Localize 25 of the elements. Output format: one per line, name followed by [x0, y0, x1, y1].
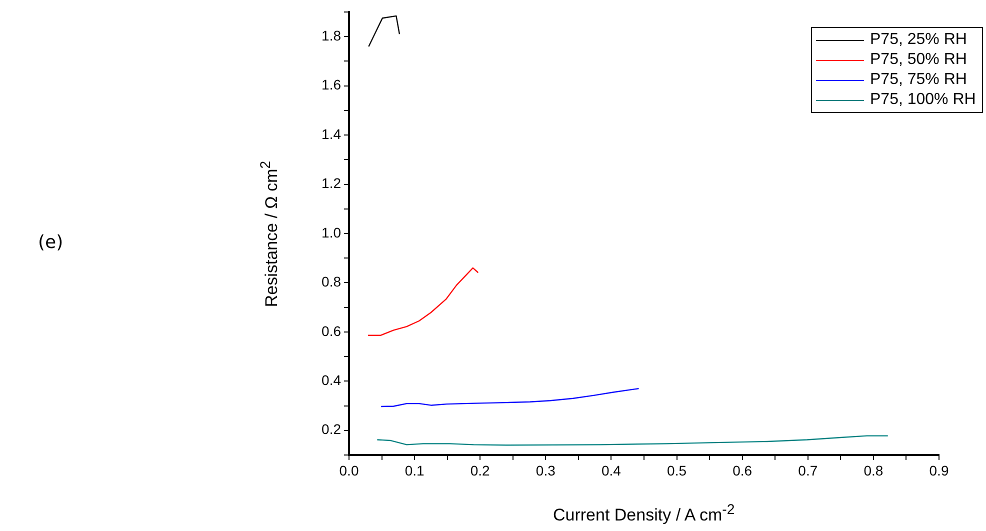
y-tick-label: 1.8 [322, 27, 342, 44]
legend-label: P75, 75% RH [870, 71, 967, 89]
x-tick-label: 0.5 [667, 462, 687, 478]
legend-label: P75, 25% RH [870, 31, 967, 49]
x-tick-label: 0.8 [864, 462, 884, 478]
y-tick-label: 1.0 [322, 224, 342, 240]
y-tick-label: 0.8 [322, 274, 342, 290]
x-tick-label: 0.6 [732, 462, 752, 478]
y-tick-label: 0.4 [322, 372, 342, 388]
x-tick-label: 0.0 [339, 462, 359, 478]
y-tick-label: 1.4 [322, 126, 342, 142]
legend-label: P75, 50% RH [870, 51, 967, 69]
y-tick-label: 1.2 [322, 175, 342, 192]
x-tick-label: 0.7 [798, 462, 818, 478]
y-tick-label: 1.6 [322, 76, 342, 93]
x-axis-title: Current Density / A cm$^{-2}$ [553, 502, 735, 526]
y-tick-label: 0.2 [322, 421, 342, 438]
x-tick-label: 0.3 [536, 462, 556, 478]
y-tick-label: 0.6 [322, 322, 342, 339]
x-tick-label: 0.1 [404, 462, 424, 478]
x-tick-label: 0.2 [470, 462, 490, 478]
x-tick-label: 0.9 [929, 462, 949, 478]
legend-label: P75, 100% RH [870, 91, 976, 109]
text: (e) [38, 232, 64, 253]
x-tick-label: 0.4 [601, 462, 622, 478]
